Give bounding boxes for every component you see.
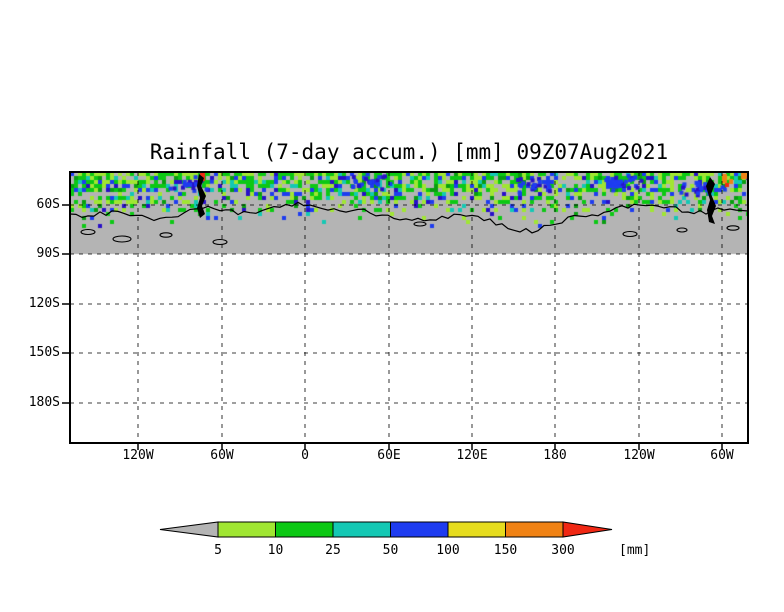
colorbar-threshold-label: 10	[268, 543, 284, 558]
lat-tick-label: 90S	[36, 246, 60, 261]
lon-tick-label: 180	[543, 448, 567, 463]
colorbar-segment	[390, 521, 449, 538]
lon-tick-label: 120E	[456, 448, 488, 463]
lon-tick-label: 120W	[122, 448, 154, 463]
lat-tick-label: 180S	[28, 395, 60, 410]
colorbar-right-arrow	[562, 521, 613, 538]
lon-tick-label: 60E	[377, 448, 401, 463]
lon-tick-label: 60W	[710, 448, 734, 463]
lat-tick-label: 150S	[28, 345, 60, 360]
rainfall-shading-canvas	[70, 172, 748, 443]
lat-tick-label: 120S	[28, 296, 60, 311]
lon-tick-label: 0	[301, 448, 309, 463]
colorbar-threshold-label: 300	[551, 543, 574, 558]
colorbar-threshold-label: 150	[494, 543, 517, 558]
colorbar-legend: 5 10 25 50 100 150 300 [mm]	[159, 521, 650, 558]
colorbar-threshold-label: 5	[214, 543, 222, 558]
lon-tick-label: 120W	[623, 448, 655, 463]
colorbar-segment	[217, 521, 276, 538]
colorbar-segment	[505, 521, 564, 538]
lon-tick-label: 60W	[210, 448, 234, 463]
colorbar-segment	[447, 521, 506, 538]
colorbar-unit-label: [mm]	[619, 543, 650, 558]
colorbar-threshold-label: 50	[383, 543, 399, 558]
colorbar-segment	[332, 521, 391, 538]
colorbar-threshold-label: 100	[436, 543, 459, 558]
colorbar-left-arrow	[159, 521, 219, 538]
map-plot-area	[70, 172, 748, 443]
colorbar-threshold-label: 25	[325, 543, 341, 558]
chart-title: Rainfall (7-day accum.) [mm] 09Z07Aug202…	[149, 140, 669, 164]
colorbar-segment	[275, 521, 334, 538]
lat-tick-label: 60S	[36, 197, 60, 212]
